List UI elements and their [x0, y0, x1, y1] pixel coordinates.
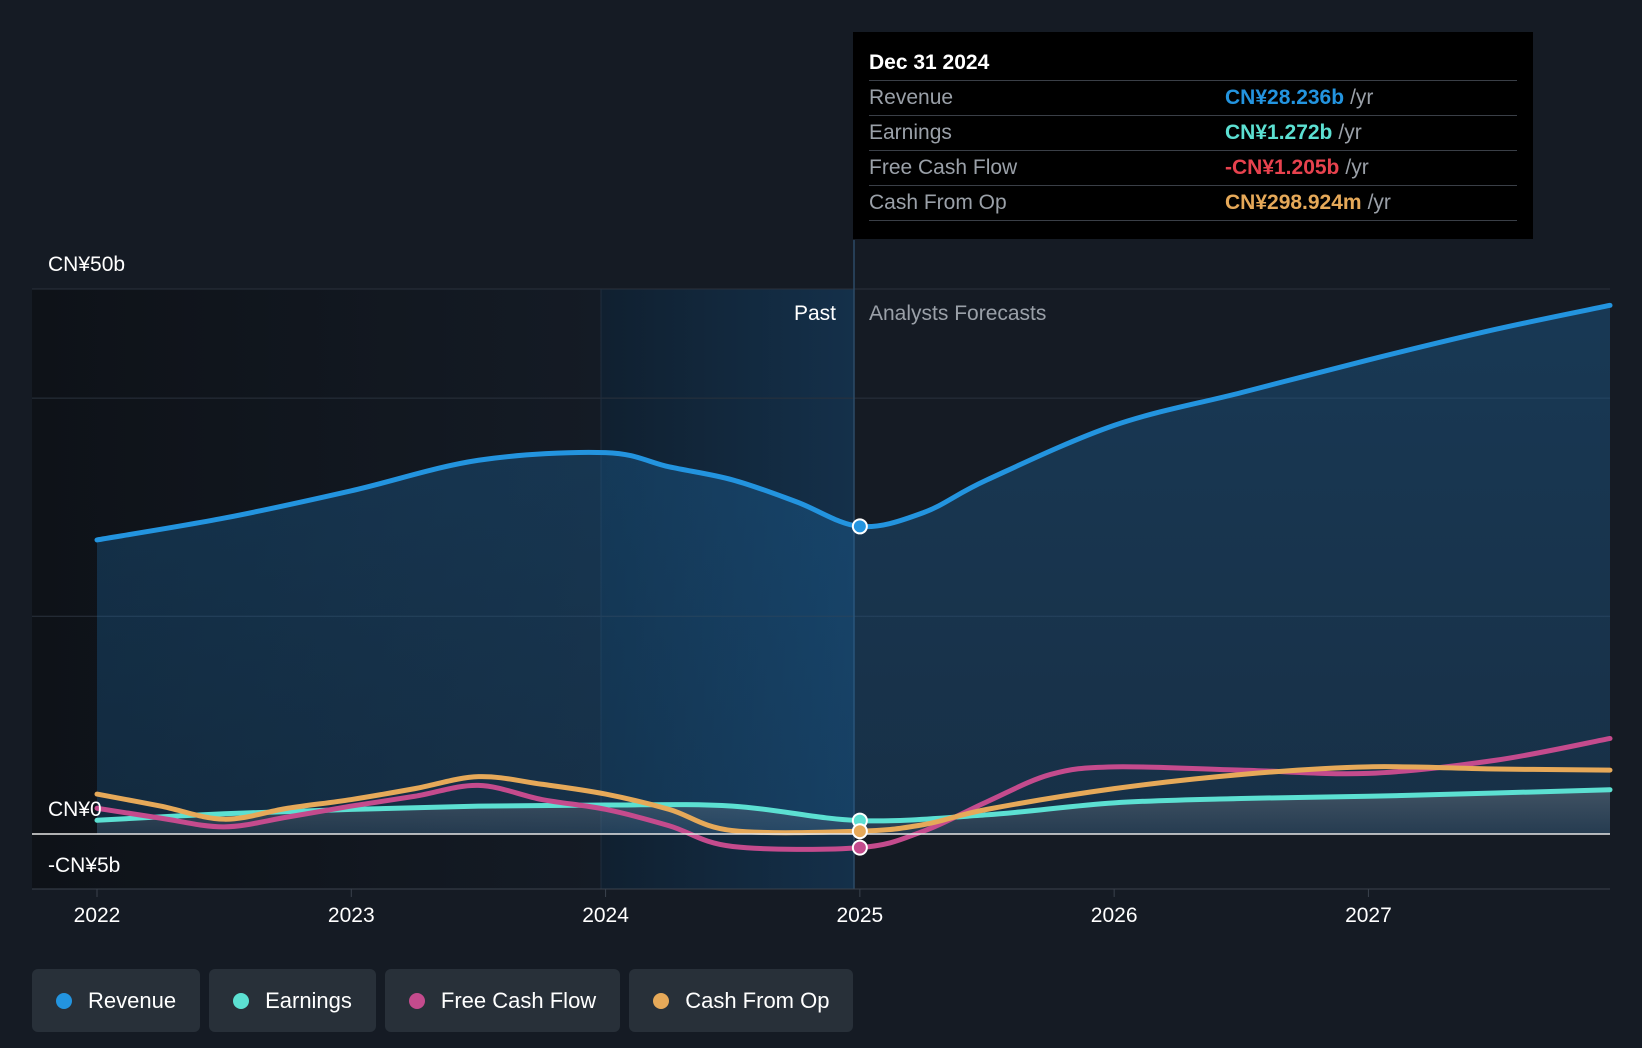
y-tick-label-0: CN¥0: [48, 798, 102, 821]
legend-dot-icon: [56, 992, 72, 1009]
legend-item-free-cash-flow[interactable]: Free Cash Flow: [384, 969, 621, 1032]
marker-revenue[interactable]: [851, 518, 868, 535]
tooltip-row-cash-from-op: Cash From Op CN¥298.924m /yr: [869, 186, 1517, 221]
tooltip-row-revenue: Revenue CN¥28.236b /yr: [869, 81, 1517, 116]
legend-label: Earnings: [265, 987, 352, 1013]
tooltip-value: -CN¥1.205b: [1225, 156, 1340, 179]
past-label: Past: [794, 302, 836, 325]
x-tick-label: 2023: [328, 904, 375, 927]
tooltip-unit: /yr: [1350, 86, 1374, 109]
area-revenue: [97, 305, 1610, 835]
legend-label: Revenue: [88, 987, 177, 1013]
x-tick-label: 2026: [1091, 904, 1138, 927]
tooltip-unit: /yr: [1367, 191, 1391, 214]
legend-dot-icon: [408, 992, 425, 1009]
tooltip-value: CN¥298.924m: [1225, 191, 1362, 214]
legend-item-cash-from-op[interactable]: Cash From Op: [629, 969, 854, 1032]
tooltip-label: Earnings: [869, 121, 952, 144]
x-axis-ticks: 2022 2023 2024 2025 2026 2027: [74, 889, 1392, 927]
legend-item-revenue[interactable]: Revenue: [32, 969, 201, 1032]
y-tick-label-neg5: -CN¥5b: [48, 854, 120, 877]
x-tick-label: 2024: [582, 904, 629, 927]
tooltip-value: CN¥28.236b: [1225, 86, 1345, 109]
marker-cash-from-op[interactable]: [851, 823, 868, 840]
tooltip-unit: /yr: [1345, 156, 1369, 179]
tooltip-label: Cash From Op: [869, 191, 1007, 214]
legend-dot-icon: [653, 992, 670, 1009]
forecast-label: Analysts Forecasts: [869, 302, 1046, 325]
legend: Revenue Earnings Free Cash Flow Cash Fro…: [32, 969, 854, 1032]
line-cash-from-op: [94, 764, 1613, 836]
legend-dot-icon: [233, 992, 250, 1009]
x-tick-label: 2022: [74, 904, 121, 927]
x-tick-label: 2025: [836, 904, 883, 927]
tooltip-row-free-cash-flow: Free Cash Flow -CN¥1.205b /yr: [869, 151, 1517, 186]
tooltip-unit: /yr: [1338, 121, 1362, 144]
tooltip-row-earnings: Earnings CN¥1.272b /yr: [869, 116, 1517, 151]
data-tooltip: Dec 31 2024 Revenue CN¥28.236b /yr Earni…: [853, 32, 1533, 239]
legend-label: Cash From Op: [685, 987, 830, 1013]
legend-label: Free Cash Flow: [440, 987, 597, 1013]
tooltip-label: Revenue: [869, 86, 954, 109]
legend-item-earnings[interactable]: Earnings: [209, 969, 376, 1032]
marker-free-cash-flow[interactable]: [851, 839, 868, 856]
chart: CN¥50b CN¥0 -CN¥5b Past Analysts Forecas…: [32, 240, 1613, 927]
y-tick-label-50: CN¥50b: [48, 253, 125, 276]
series-markers: [851, 518, 868, 856]
tooltip-value: CN¥1.272b: [1225, 121, 1333, 144]
tooltip-date: Dec 31 2024: [869, 46, 1517, 81]
tooltip-label: Free Cash Flow: [869, 156, 1018, 179]
line-revenue: [94, 302, 1613, 543]
x-tick-label: 2027: [1345, 904, 1392, 927]
